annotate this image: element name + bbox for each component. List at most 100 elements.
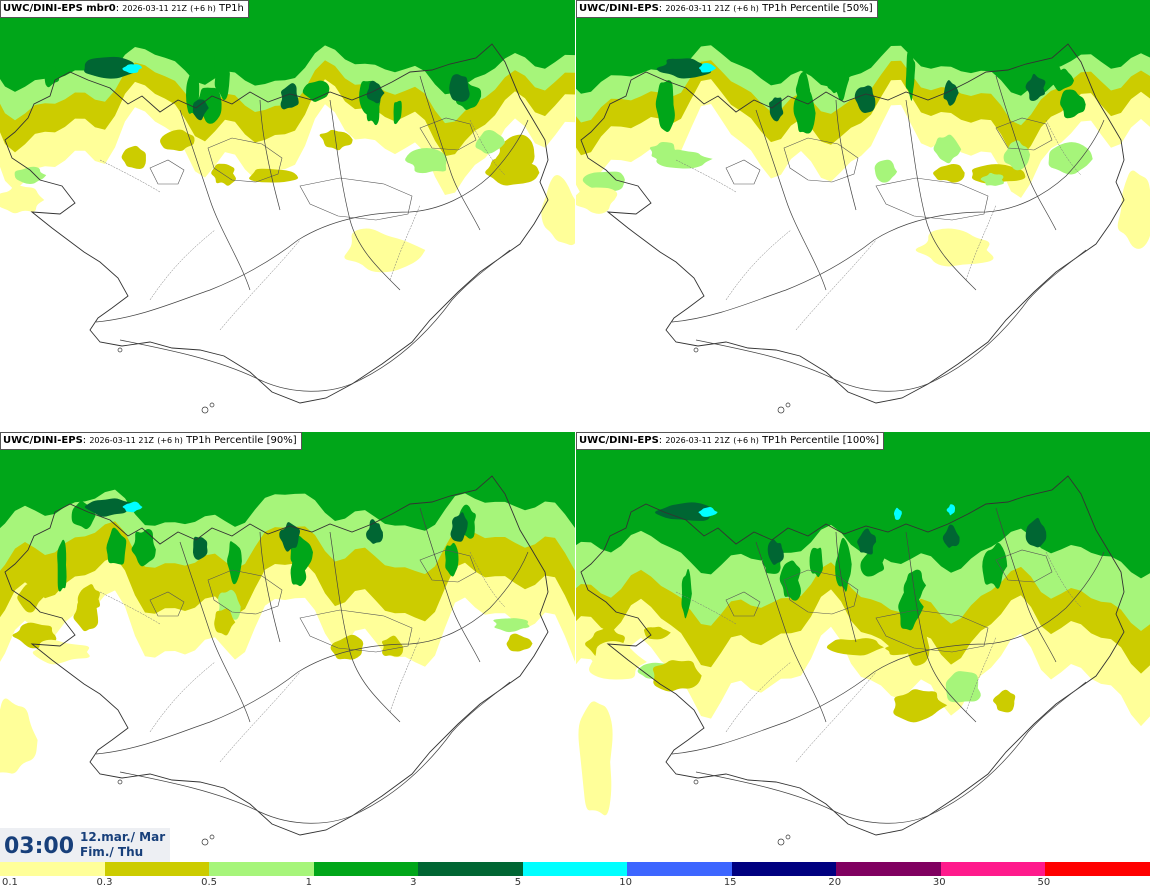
precip-blob [227,541,242,585]
panel-field: TP1h Percentile [90%] [186,435,297,446]
panel-model: UWC/DINI-EPS mbr0 [3,3,116,14]
precip-blob [993,689,1016,713]
glacier-outline [875,609,989,653]
panel-run: 2026-03-11 21Z [665,4,731,13]
valid-date-line2: Fim./ Thu [80,845,144,859]
precip-blob [681,568,692,619]
precip-core [192,99,209,121]
river-line [725,229,792,301]
precip-band-1 [576,432,1150,579]
precip-blob [32,639,90,665]
precip-peak [122,501,143,513]
precip-blob [14,166,47,184]
legend-tick-label: 0.3 [96,877,113,888]
precip-blob [655,80,675,132]
river-line [795,671,877,763]
precip-core [1025,73,1046,102]
glacier-outline [419,117,477,151]
river-line [1045,551,1082,608]
road-line [995,507,1057,663]
legend-swatch [418,862,523,876]
island [693,779,699,785]
precip-blob [106,527,127,565]
precipitation-map [576,0,1150,414]
precip-blob [898,587,924,631]
precip-core [366,80,385,104]
precip-blob [893,689,948,723]
precip-core [366,519,384,544]
glacier-outline [783,569,859,615]
river-line [725,661,792,733]
precip-band-1 [0,432,575,531]
road-line [755,541,827,723]
legend-swatch [940,862,1046,876]
precip-core [942,524,960,548]
precip-core [192,536,208,560]
panel-title: UWC/DINI-EPS: 2026-03-11 21Z (+6 h) TP1h… [0,432,302,450]
road-line [419,507,481,663]
legend-swatch [522,862,628,876]
panel-model: UWC/DINI-EPS [579,435,659,446]
panel-lead: (+6 h) [157,436,183,445]
road-line [119,249,511,392]
island [693,347,699,353]
precip-blob [160,129,195,152]
river-line [149,661,216,733]
precipitation-map [0,432,575,846]
island [201,838,209,846]
precip-peak [893,507,902,520]
road-line [905,99,977,291]
precip-blob [405,148,447,174]
river-line [965,636,997,713]
island [209,402,215,408]
road-line [835,99,857,211]
river-line [469,551,506,608]
road-line [671,551,1105,755]
legend-tick-label: 15 [723,877,737,888]
precip-blob [578,701,613,816]
island [209,834,215,840]
river-line [675,591,737,625]
precip-blob [214,47,230,101]
river-line [675,159,737,193]
legend-tick-label: 20 [828,877,842,888]
river-line [389,204,421,281]
precip-blob [493,618,530,633]
precip-blob [393,100,402,125]
precip-core [943,80,959,106]
precip-core [449,74,470,102]
precip-blob [795,71,811,108]
glacier-outline [875,177,989,221]
road-line [119,681,511,824]
precip-blob [582,171,625,192]
precip-core [1025,517,1047,548]
precip-blob [445,542,459,577]
precip-blob [475,130,505,154]
precip-blob [485,156,540,186]
precip-blob [915,228,994,267]
panel-title: UWC/DINI-EPS: 2026-03-11 21Z (+6 h) TP1h… [576,432,884,450]
precip-band-1 [0,0,575,95]
precip-blob [0,698,38,774]
panel-title: UWC/DINI-EPS mbr0: 2026-03-11 21Z (+6 h)… [0,0,249,18]
precip-blob [17,583,44,613]
river-line [219,239,301,331]
valid-date: 12.mar./ Mar Fim./ Thu [80,830,165,860]
river-line [219,671,301,763]
legend-tick-label: 1 [305,877,312,888]
precip-blob [506,633,533,652]
precip-blob [319,129,353,151]
precip-peak [946,504,956,516]
glacier-outline [725,591,761,617]
river-line [99,591,161,625]
precip-blob [779,560,801,601]
panel-run: 2026-03-11 21Z [665,436,731,445]
island [117,779,123,785]
road-line [905,531,977,723]
precip-blob [656,149,713,169]
legend-swatch [731,862,837,876]
coastline [4,43,549,404]
glacier-outline [149,591,185,617]
valid-time-box: 03:00 12.mar./ Mar Fim./ Thu [0,828,170,862]
road-line [755,109,827,291]
